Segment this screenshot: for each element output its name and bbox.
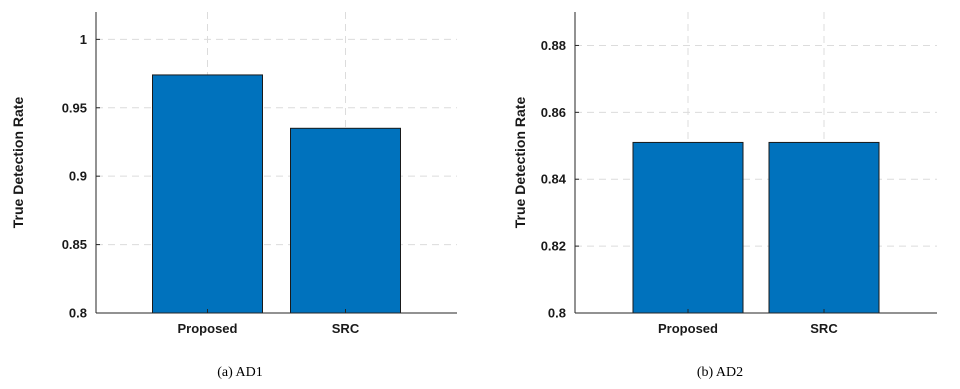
y-tick-label: 1	[80, 32, 87, 47]
bar-proposed	[632, 141, 744, 314]
y-tick-label: 0.84	[541, 172, 567, 187]
bar-src	[290, 127, 401, 314]
chart-panel-ad2: 0.8 0.82 0.84 0.86 0.88 Proposed SRC True Detec…	[480, 0, 960, 389]
bar-src	[768, 141, 880, 314]
y-tick-label: 0.86	[541, 105, 566, 120]
chart-caption-ad1: (a) AD1	[217, 365, 263, 380]
bar-chart-ad2: 0.8 0.82 0.84 0.86 0.88 Proposed SRC True Detec…	[512, 12, 937, 336]
y-axis-label: True Detection Rate	[512, 97, 528, 229]
y-tick-label: 0.88	[541, 38, 566, 53]
y-tick-label: 0.8	[548, 306, 566, 321]
y-tick-label: 0.82	[541, 239, 566, 254]
y-tick-label: 0.9	[69, 169, 87, 184]
y-axis-label: True Detection Rate	[10, 97, 26, 229]
chart-caption-ad2: (b) AD2	[696, 365, 744, 380]
y-tick-label: 0.85	[62, 237, 87, 252]
y-tick-label: 0.95	[62, 100, 87, 115]
bar-chart-ad1: 0.8 0.85 0.9 0.95 1 Proposed SRC True Detection…	[10, 12, 457, 336]
x-tick-label: Proposed	[658, 321, 718, 336]
bar-proposed	[152, 74, 263, 314]
x-tick-label: Proposed	[178, 321, 238, 336]
y-tick-label: 0.8	[69, 306, 87, 321]
chart-panel-ad1: 0.8 0.85 0.9 0.95 1 Proposed SRC True Detection…	[10, 12, 457, 380]
x-tick-label: SRC	[810, 321, 838, 336]
x-tick-label: SRC	[332, 321, 360, 336]
